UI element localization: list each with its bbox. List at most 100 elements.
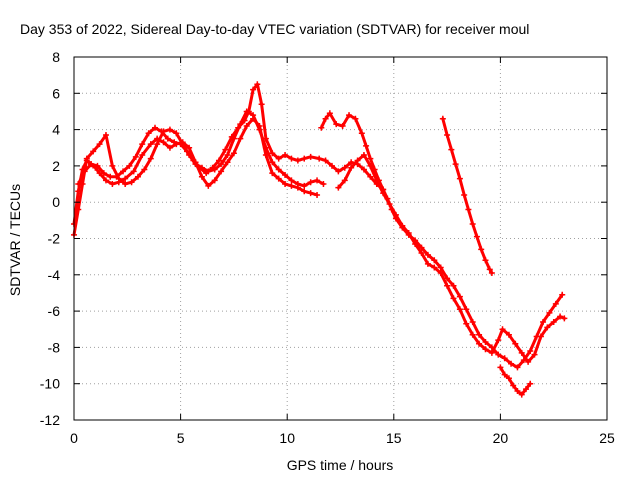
data-point bbox=[348, 164, 355, 171]
data-point bbox=[126, 162, 133, 169]
x-tick-label: 5 bbox=[177, 430, 185, 446]
data-point bbox=[318, 124, 325, 131]
data-point bbox=[456, 175, 463, 182]
data-point bbox=[250, 86, 257, 93]
data-point bbox=[109, 162, 116, 169]
data-point bbox=[508, 360, 515, 367]
data-point bbox=[525, 358, 532, 365]
x-tick-label: 10 bbox=[279, 430, 295, 446]
data-point bbox=[510, 382, 517, 389]
data-point bbox=[275, 175, 282, 182]
data-point bbox=[537, 333, 544, 340]
series-line-arc-1 bbox=[72, 117, 319, 226]
data-point bbox=[75, 206, 82, 213]
data-point bbox=[147, 155, 154, 162]
data-point bbox=[113, 173, 120, 180]
data-point bbox=[301, 155, 308, 162]
y-tick-label: 6 bbox=[52, 85, 60, 101]
data-point bbox=[499, 326, 506, 333]
data-point bbox=[141, 166, 148, 173]
data-point bbox=[450, 295, 457, 302]
data-point bbox=[139, 141, 146, 148]
series-group bbox=[71, 81, 568, 398]
x-tick-label: 25 bbox=[599, 430, 615, 446]
data-point bbox=[269, 170, 276, 177]
data-point bbox=[527, 348, 534, 355]
data-point bbox=[367, 173, 374, 180]
data-point bbox=[177, 141, 184, 148]
x-tick-label: 0 bbox=[70, 430, 78, 446]
data-point bbox=[518, 391, 525, 398]
data-point bbox=[482, 257, 489, 264]
data-point bbox=[288, 155, 295, 162]
data-point bbox=[245, 108, 252, 115]
data-point bbox=[469, 318, 476, 325]
data-point bbox=[341, 164, 348, 171]
data-point bbox=[215, 157, 222, 164]
data-point bbox=[444, 132, 451, 139]
data-point bbox=[495, 351, 502, 358]
data-point bbox=[282, 152, 289, 159]
data-point bbox=[437, 264, 444, 271]
x-axis-label: GPS time / hours bbox=[287, 457, 394, 473]
data-point bbox=[183, 148, 190, 155]
data-point bbox=[107, 173, 114, 180]
y-tick-label: -10 bbox=[40, 376, 60, 392]
data-point bbox=[83, 155, 90, 162]
data-point bbox=[360, 152, 367, 159]
data-point bbox=[130, 168, 137, 175]
data-point bbox=[154, 141, 161, 148]
data-point bbox=[322, 115, 329, 122]
data-point bbox=[341, 177, 348, 184]
data-point bbox=[224, 159, 231, 166]
data-point bbox=[367, 162, 374, 169]
data-point bbox=[461, 191, 468, 198]
data-point bbox=[488, 269, 495, 276]
y-tick-label: 4 bbox=[52, 122, 60, 138]
data-point bbox=[222, 146, 229, 153]
data-point bbox=[452, 161, 459, 168]
data-point bbox=[550, 318, 557, 325]
data-point bbox=[367, 155, 374, 162]
data-point bbox=[326, 110, 333, 117]
data-point bbox=[476, 331, 483, 338]
data-point bbox=[262, 144, 269, 151]
series-line-arc-4 bbox=[319, 111, 564, 369]
data-point bbox=[269, 159, 276, 166]
data-point bbox=[122, 181, 129, 188]
data-point bbox=[322, 157, 329, 164]
data-point bbox=[518, 349, 525, 356]
data-point bbox=[186, 144, 193, 151]
data-point bbox=[314, 191, 321, 198]
data-point bbox=[139, 152, 146, 159]
data-point bbox=[488, 349, 495, 356]
data-point bbox=[147, 141, 154, 148]
data-point bbox=[120, 168, 127, 175]
data-point bbox=[250, 112, 257, 119]
data-point bbox=[166, 144, 173, 151]
data-point bbox=[354, 157, 361, 164]
data-point bbox=[230, 150, 237, 157]
data-point bbox=[478, 246, 485, 253]
y-axis-label: SDTVAR / TECUs bbox=[7, 184, 23, 296]
data-point bbox=[501, 355, 508, 362]
data-point bbox=[495, 337, 502, 344]
data-point bbox=[301, 188, 308, 195]
data-point bbox=[424, 251, 431, 258]
data-point bbox=[275, 155, 282, 162]
data-point bbox=[288, 177, 295, 184]
data-point bbox=[482, 338, 489, 345]
data-point bbox=[522, 386, 529, 393]
data-point bbox=[102, 177, 109, 184]
data-point bbox=[75, 181, 82, 188]
data-point bbox=[209, 164, 216, 171]
data-point bbox=[132, 153, 139, 160]
data-point bbox=[158, 128, 165, 135]
data-point bbox=[561, 315, 568, 322]
data-point bbox=[431, 257, 438, 264]
data-point bbox=[237, 135, 244, 142]
data-point bbox=[218, 168, 225, 175]
data-point bbox=[531, 351, 538, 358]
data-point bbox=[145, 130, 152, 137]
